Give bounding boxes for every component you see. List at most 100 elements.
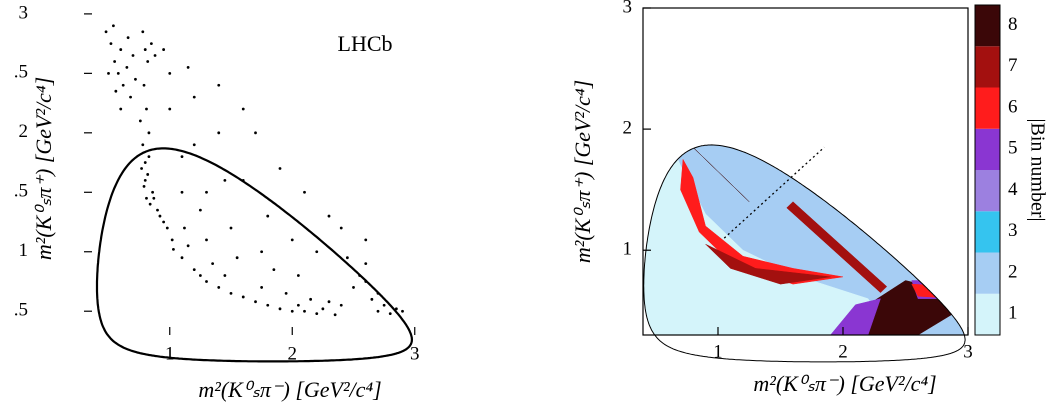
data-point: [109, 42, 113, 46]
data-point: [260, 286, 264, 289]
data-point: [217, 83, 221, 87]
bin-region: [643, 8, 674, 63]
data-point: [401, 309, 404, 313]
data-point: [162, 220, 166, 224]
data-point: [158, 214, 162, 218]
data-point: [113, 60, 117, 63]
data-point: [125, 66, 129, 69]
data-point: [290, 238, 294, 242]
colorbar-cell: [975, 87, 1000, 129]
data-point: [116, 71, 120, 75]
plot-frame: [642, 7, 969, 336]
data-point: [229, 226, 233, 230]
y-tick-label: .5: [14, 300, 28, 321]
data-point: [145, 196, 148, 200]
data-point: [345, 256, 349, 260]
data-point: [183, 226, 186, 230]
y-tick-label: 3: [623, 0, 633, 17]
data-point: [352, 286, 355, 289]
data-point: [303, 190, 306, 194]
annotation: LHCb: [338, 31, 393, 56]
data-point: [339, 303, 343, 307]
data-point: [143, 178, 147, 182]
data-point: [394, 307, 398, 311]
y-axis-title: m²(K⁰ₛπ⁺) [GeV²/c⁴]: [570, 80, 595, 263]
y-tick-label: 2: [623, 117, 633, 138]
data-point: [382, 303, 386, 307]
data-point: [223, 178, 227, 182]
colorbar-cell: [975, 293, 1000, 335]
data-point: [147, 131, 151, 135]
data-point: [303, 309, 306, 313]
data-point: [151, 190, 155, 194]
data-point: [266, 214, 270, 218]
data-point: [254, 131, 257, 135]
data-point: [217, 131, 221, 135]
panel: LHCb 1 2 3 .5 1 .5 2 .5 3 m²(K⁰ₛπ⁻) [GeV²/c⁴] m²(K⁰…: [14, 2, 420, 402]
colorbar-tick-label: 3: [1008, 220, 1018, 241]
colorbar-label: |Bin number|: [1026, 119, 1048, 222]
data-point: [170, 238, 174, 242]
data-point: [107, 71, 110, 75]
data-point: [296, 303, 300, 307]
data-point: [388, 312, 392, 315]
data-point: [376, 309, 380, 313]
data-point: [140, 167, 143, 170]
bin-region: [671, 32, 684, 74]
regions: [643, 8, 966, 336]
colorbar-tick-label: 7: [1008, 55, 1018, 76]
y-tick-label: .5: [14, 181, 28, 202]
colorbar-cell: [975, 211, 1000, 253]
x-axis-title: m²(K⁰ₛπ⁻) [GeV²/c⁴]: [198, 377, 381, 402]
data-point: [315, 312, 319, 315]
data-point: [146, 60, 150, 63]
data-point: [119, 48, 123, 51]
data-point: [192, 268, 196, 271]
data-point: [134, 77, 137, 81]
data-point: [223, 274, 227, 277]
bin-region: [786, 201, 888, 293]
colorbar-cell: [975, 170, 1000, 212]
data-point: [235, 256, 239, 260]
data-point: [112, 24, 115, 28]
colorbar-tick-label: 1: [1008, 303, 1018, 324]
data-point: [205, 190, 208, 194]
data-point: [148, 202, 152, 206]
data-point: [260, 250, 264, 254]
data-point: [147, 155, 151, 159]
data-point: [198, 274, 202, 277]
y-axis-title: m²(K⁰ₛπ⁺) [GeV²/c⁴]: [31, 77, 56, 260]
y-tick-label: 2: [19, 121, 29, 142]
panel: 1 2 3 4 5 6 7 8 |Bin number| 1 2 3 1 2 3 m²(K⁰ₛπ⁻) [GeV…: [570, 0, 1048, 396]
data-point: [296, 274, 300, 277]
data-point: [327, 214, 331, 218]
data-point: [186, 66, 190, 69]
y-tick-label: 1: [19, 240, 29, 261]
data-point: [142, 184, 146, 188]
data-point: [180, 256, 184, 260]
data-point: [229, 291, 233, 295]
data-point: [309, 297, 313, 301]
colorbar-cell: [975, 5, 1000, 47]
bin-region: [699, 8, 743, 44]
data-point: [284, 291, 288, 295]
data-point: [104, 30, 108, 34]
colorbar-tick-label: 2: [1008, 261, 1018, 282]
y-tick-label: 3: [19, 2, 29, 23]
data-point: [143, 48, 147, 51]
colorbar-cell: [975, 252, 1000, 294]
data-point: [141, 143, 145, 147]
data-point: [141, 30, 145, 34]
data-point: [129, 95, 132, 99]
y-tick-label: 1: [623, 239, 633, 260]
colorbar-tick-label: 6: [1008, 96, 1018, 117]
data-point: [131, 54, 135, 57]
x-tick-label: 1: [713, 341, 723, 362]
bin-region: [705, 243, 831, 285]
data-point: [138, 119, 142, 123]
data-point: [121, 83, 125, 87]
data-point: [211, 262, 215, 266]
data-point: [272, 268, 276, 271]
data-point: [114, 89, 118, 93]
